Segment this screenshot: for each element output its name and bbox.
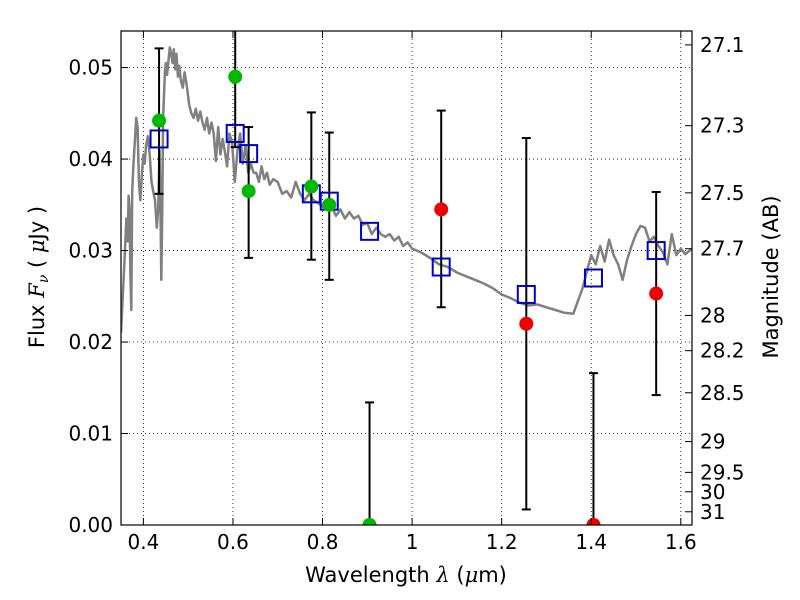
y-tick-label: 0.04 [68,147,113,171]
x-axis-title: Wavelength λ (μm) [305,563,507,587]
model-band-square [360,221,380,241]
y-tick-label: 0.02 [68,330,113,354]
magnitude-tick-label: 29 [700,430,725,454]
observed-green-point [322,197,337,212]
observed-red-point [519,316,534,331]
observed-green-point [152,113,167,128]
model-band-square [583,268,603,288]
magnitude-tick-label: 29.5 [700,460,745,484]
axes-frame [120,30,693,526]
observed-green-point [241,184,256,199]
model-band-square [225,123,245,143]
axes-border [120,30,693,526]
magnitude-tick-label: 31 [700,500,725,524]
observed-green-point [304,179,319,194]
x-tick-label: 0.4 [127,530,159,554]
y-tick-label: 0.05 [68,56,113,80]
plot-area [121,31,692,525]
x-tick-label: 1 [406,530,419,554]
observed-green-point [362,518,377,525]
x-tick-label: 1.2 [486,530,518,554]
model-band-square [516,284,536,304]
error-bar [588,372,598,525]
model-band-square [646,241,666,261]
observed-red-point [586,518,601,525]
magnitude-tick-label: 30 [700,480,725,504]
model-band-square [149,129,169,149]
model-band-square [239,144,259,164]
observed-red-point [434,202,449,217]
error-bar [365,401,375,525]
ticks: 0.4 0.6 0.8 1 1.2 1.4 1.6 0.00 0.01 0.02 0.03 0.04 0… [68,31,745,554]
magnitude-tick-label: 27.5 [700,181,745,205]
magnitude-tick-label: 27.7 [700,237,745,261]
x-tick-label: 0.6 [217,530,249,554]
model-band-square [431,257,451,277]
y-tick-label: 0.00 [68,513,113,537]
axis-labels: Wavelength λ (μm) Flux Fν ( μJy ) Magnit… [25,195,783,587]
magnitude-tick-label: 28.5 [700,381,745,405]
magnitude-tick-label: 28 [700,303,725,327]
magnitude-tick-label: 27.3 [700,114,745,138]
x-tick-label: 1.4 [575,530,607,554]
y-axis-title: Flux Fν ( μJy ) [25,206,52,348]
x-tick-label: 1.6 [665,530,697,554]
right-axis-title: Magnitude (AB) [759,195,783,358]
x-tick-label: 0.8 [307,530,339,554]
observed-red-point [649,286,664,301]
magnitude-tick-label: 27.1 [700,33,745,57]
y-tick-label: 0.01 [68,422,113,446]
observed-green-point [228,69,243,84]
y-tick-label: 0.03 [68,239,113,263]
magnitude-tick-label: 28.2 [700,339,745,363]
